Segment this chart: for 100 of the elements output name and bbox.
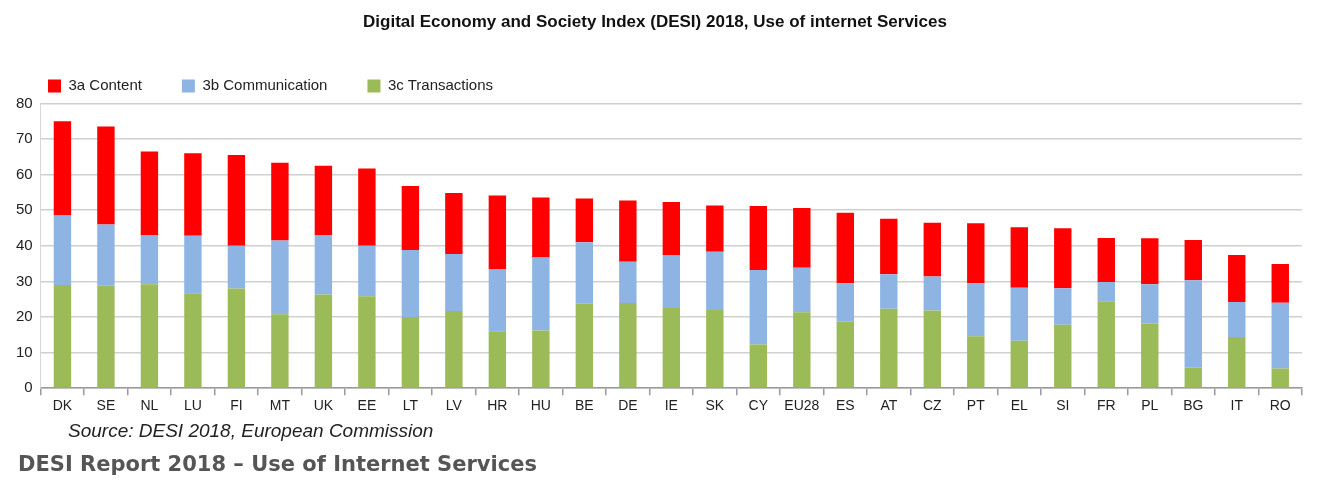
y-tick-label: 80 [16,93,33,111]
bar [1228,255,1246,303]
bar [1097,282,1115,302]
bar [1184,367,1202,388]
x-tick-label: EU28 [784,397,820,414]
bar [749,270,768,345]
bar [1184,240,1202,281]
bar [532,257,550,331]
legend-label: 3a Content [68,76,143,94]
bar [793,208,811,268]
bar [575,198,594,243]
bar [1097,301,1115,388]
bar [1228,336,1246,388]
x-tick-label: UK [313,397,334,414]
y-tick-label: 70 [16,129,33,147]
x-tick-label: DE [618,397,638,414]
x-tick-label: BE [575,397,594,414]
x-tick-label: PL [1141,397,1159,414]
x-tick-label: MT [269,397,291,414]
y-tick-label: 40 [16,235,33,253]
y-tick-label: 10 [16,342,33,360]
bar [1010,340,1028,388]
bar [1184,280,1202,368]
bar [923,276,941,311]
bar [314,294,333,388]
bar [401,317,420,388]
chart-title: Digital Economy and Society Index (DESI) 2018, Use of internet Services [363,11,947,31]
bar [1141,238,1159,285]
x-tick-label: IE [664,397,678,414]
x-tick-label: HR [487,397,508,414]
bar [1271,302,1289,369]
x-tick-label: CZ [922,397,943,414]
bar [271,240,289,315]
bar [1097,237,1115,283]
bar [358,296,376,388]
bar [97,285,115,388]
bar [923,310,941,388]
bar [1010,287,1028,341]
bar [1054,288,1072,325]
x-tick-label: LV [445,397,463,414]
x-tick-label: CY [748,397,769,414]
bar [967,223,985,284]
bar [97,126,115,225]
x-tick-label: EE [357,397,377,414]
bar [662,308,681,388]
bar [140,284,159,388]
bar [227,245,246,289]
x-tick-label: SE [96,397,116,414]
bar [575,303,594,388]
bar [271,314,289,388]
bar [706,251,724,310]
bar [836,283,855,322]
bar [445,310,463,388]
y-tick-label: 60 [16,164,33,182]
bar [140,235,159,285]
bar [227,155,246,246]
bar [1054,228,1072,289]
bar [53,284,72,388]
bar [1010,227,1028,288]
bar [184,153,202,236]
bar [227,288,246,388]
bar [967,283,985,337]
bar [53,121,72,216]
bar [1271,368,1289,388]
x-tick-label: NL [140,397,159,414]
x-tick-label: IT [1230,397,1244,414]
x-tick-label: LU [183,397,202,414]
bar [749,344,768,388]
bar [1054,324,1072,388]
source-note: Source: DESI 2018, European Commission [68,420,435,442]
legend-label: 3c Transactions [387,76,494,94]
y-tick-label: 20 [16,307,33,325]
bar [749,205,768,271]
bar [314,235,333,295]
y-tick-label: 50 [16,200,33,218]
bar [619,303,637,388]
bar [1141,284,1159,324]
bar [1141,323,1159,388]
bar [532,197,550,258]
bar [488,331,507,388]
legend-label: 3b Communication [202,76,328,94]
bar [619,261,637,304]
bar [358,168,376,246]
bar [271,162,289,241]
bar [836,321,855,388]
x-tick-label: AT [880,397,898,414]
bar [184,293,202,388]
x-tick-label: FI [230,397,243,414]
bar [401,250,420,317]
bar [836,212,855,284]
x-tick-label: ES [835,397,855,414]
bar [662,202,681,256]
x-tick-label: FR [1096,397,1116,414]
text: DESI Report 2018 – Use of Internet Services [18,452,538,476]
bar [53,215,72,285]
bar [793,267,811,313]
bar [793,312,811,388]
bar [401,185,420,251]
x-tick-label: HU [530,397,551,414]
x-tick-label: PT [966,397,986,414]
